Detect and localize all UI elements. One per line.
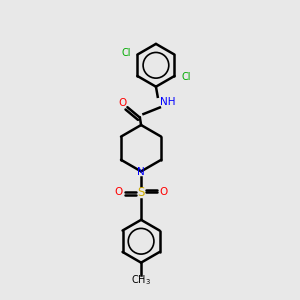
Text: O: O — [160, 187, 168, 197]
Text: N: N — [137, 167, 145, 177]
Text: CH$_3$: CH$_3$ — [131, 274, 151, 287]
Text: Cl: Cl — [181, 73, 190, 82]
Text: O: O — [114, 187, 122, 197]
Text: NH: NH — [160, 97, 176, 107]
Text: O: O — [118, 98, 127, 108]
Text: Cl: Cl — [122, 48, 131, 58]
Text: S: S — [137, 186, 145, 199]
